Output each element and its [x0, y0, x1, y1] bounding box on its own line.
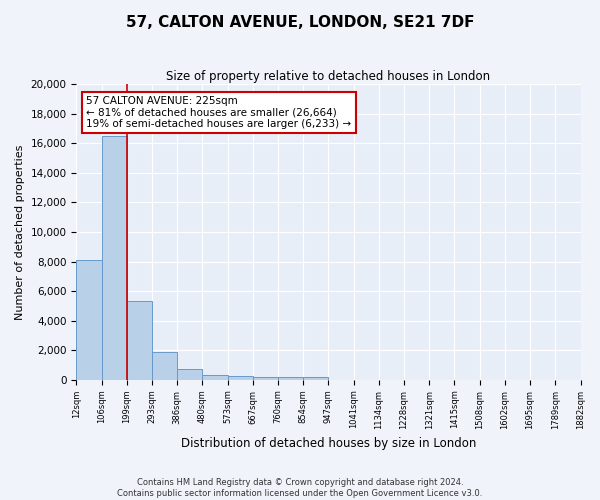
Bar	[177, 370, 202, 380]
Bar	[101, 136, 127, 380]
Bar	[227, 376, 253, 380]
Text: 57, CALTON AVENUE, LONDON, SE21 7DF: 57, CALTON AVENUE, LONDON, SE21 7DF	[126, 15, 474, 30]
Y-axis label: Number of detached properties: Number of detached properties	[15, 144, 25, 320]
Text: 57 CALTON AVENUE: 225sqm
← 81% of detached houses are smaller (26,664)
19% of se: 57 CALTON AVENUE: 225sqm ← 81% of detach…	[86, 96, 352, 129]
Title: Size of property relative to detached houses in London: Size of property relative to detached ho…	[166, 70, 491, 83]
Bar	[303, 378, 328, 380]
Bar	[127, 302, 152, 380]
Bar	[76, 260, 101, 380]
Bar	[202, 375, 227, 380]
X-axis label: Distribution of detached houses by size in London: Distribution of detached houses by size …	[181, 437, 476, 450]
Text: Contains HM Land Registry data © Crown copyright and database right 2024.
Contai: Contains HM Land Registry data © Crown c…	[118, 478, 482, 498]
Bar	[253, 377, 278, 380]
Bar	[278, 377, 303, 380]
Bar	[152, 352, 177, 380]
